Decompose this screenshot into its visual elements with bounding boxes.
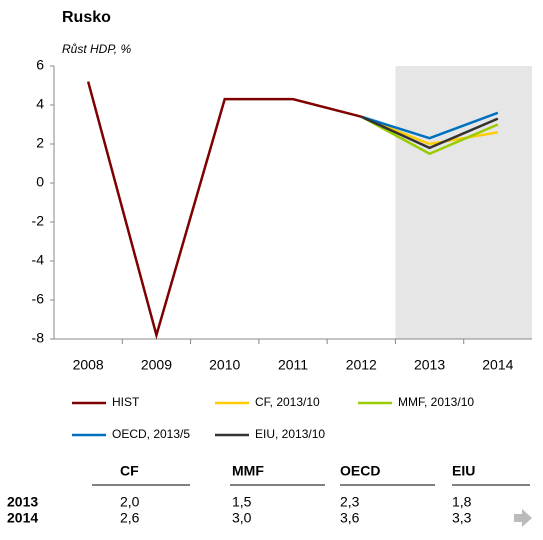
x-tick-label: 2008 <box>73 357 104 373</box>
table-cell: 2,3 <box>340 494 360 510</box>
y-tick-label: 6 <box>36 57 44 73</box>
row-label: 2014 <box>7 510 38 526</box>
table-header: MMF <box>232 463 264 479</box>
table-cell: 1,8 <box>452 494 472 510</box>
legend-label: MMF, 2013/10 <box>398 395 474 409</box>
y-tick-label: -2 <box>32 213 45 229</box>
y-tick-label: 2 <box>36 135 44 151</box>
next-arrow[interactable] <box>514 509 532 527</box>
y-tick-label: -4 <box>32 252 45 268</box>
x-tick-label: 2012 <box>346 357 377 373</box>
x-tick-label: 2014 <box>482 357 513 373</box>
forecast-shade <box>395 66 532 339</box>
y-tick-label: 0 <box>36 174 44 190</box>
table-header: EIU <box>452 463 475 479</box>
table-header: CF <box>120 463 139 479</box>
table <box>92 484 532 527</box>
table-cell: 1,5 <box>232 494 252 510</box>
y-tick-label: 4 <box>36 96 44 112</box>
table-cell: 2,0 <box>120 494 140 510</box>
y-tick-label: -8 <box>32 330 45 346</box>
line-series <box>360 115 499 150</box>
line-series <box>86 81 362 340</box>
table-cell: 2,6 <box>120 510 140 526</box>
x-tick-label: 2009 <box>141 357 172 373</box>
table-header: OECD <box>340 463 380 479</box>
line-series <box>360 115 499 156</box>
legend-label: OECD, 2013/5 <box>112 427 190 441</box>
chart-title: Rusko <box>62 9 111 26</box>
x-tick-label: 2011 <box>278 357 308 373</box>
table-cell: 3,3 <box>452 510 472 526</box>
legend-label: CF, 2013/10 <box>255 395 320 409</box>
x-tick-label: 2013 <box>414 357 445 373</box>
chart-subtitle: Růst HDP, % <box>62 42 131 56</box>
table-cell: 3,0 <box>232 510 252 526</box>
table-cell: 3,6 <box>340 510 360 526</box>
row-label: 2013 <box>7 494 38 510</box>
legend-label: EIU, 2013/10 <box>255 427 325 441</box>
y-tick-label: -6 <box>32 291 45 307</box>
x-tick-label: 2010 <box>209 357 240 373</box>
line-series <box>360 111 499 140</box>
legend-label: HIST <box>112 395 140 409</box>
